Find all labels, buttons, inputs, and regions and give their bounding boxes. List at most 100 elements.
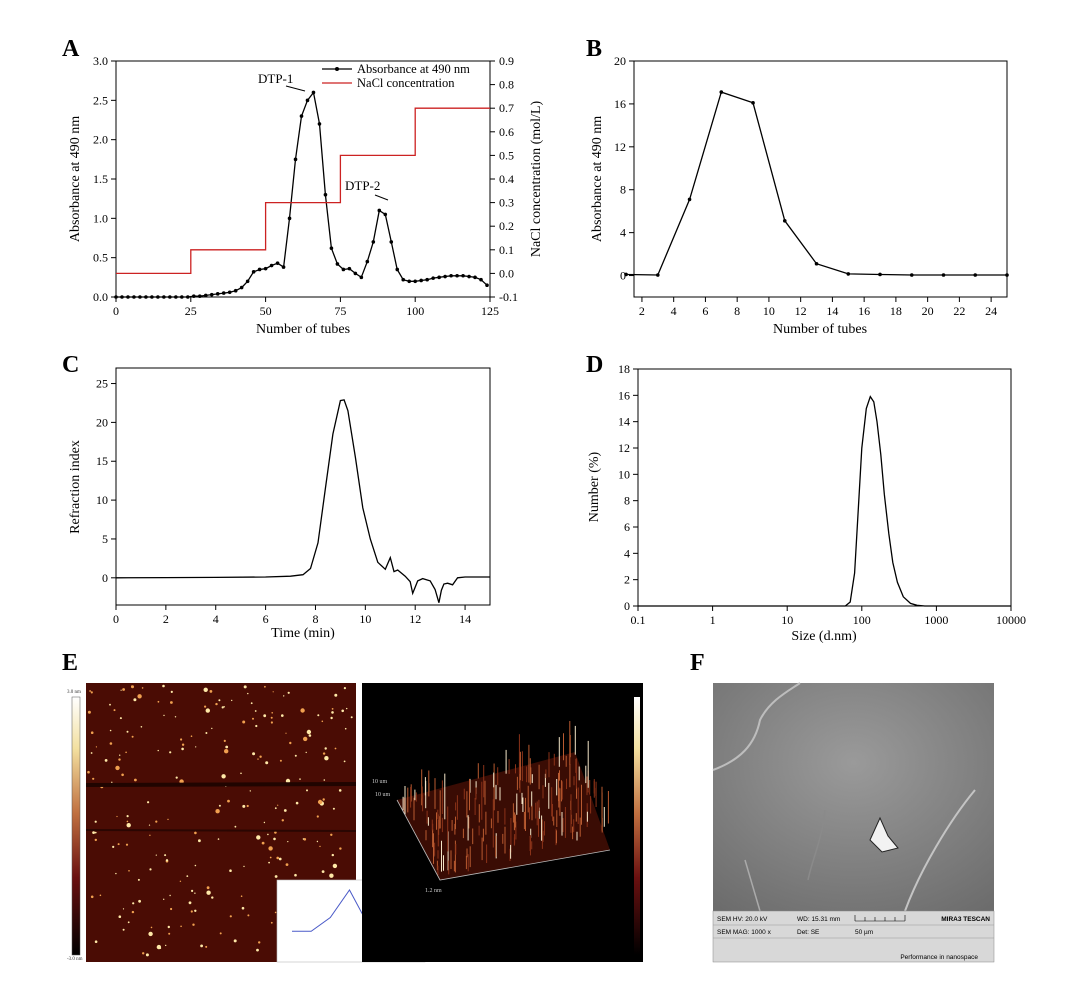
afm-particle <box>285 732 287 734</box>
afm-particle <box>205 732 208 734</box>
afm-colorbar-top-label: 3.0 nm <box>67 690 81 695</box>
afm-particle <box>128 870 130 872</box>
y2-tick-label: 0.5 <box>499 148 514 162</box>
afm-particle <box>95 746 97 748</box>
afm-particle <box>150 926 153 929</box>
afm-particle <box>127 921 130 924</box>
panel-d-xlabel: Size (d.nm) <box>791 629 857 644</box>
data-point <box>299 114 304 118</box>
data-point <box>359 275 364 280</box>
data-point <box>846 272 851 276</box>
data-point <box>473 275 477 280</box>
afm-particle <box>233 939 237 943</box>
x-tick-label: 25 <box>185 304 197 318</box>
afm-particle <box>319 845 321 848</box>
panel-d-y-axis: 0 2 4 6 8 10 12 14 16 18 <box>618 362 638 613</box>
afm-particle <box>162 684 165 688</box>
data-point <box>624 272 628 277</box>
y2-tick-label: 0.0 <box>499 266 514 280</box>
x-tick-label: 4 <box>213 612 219 626</box>
afm-particle <box>221 706 224 709</box>
y-tick-label: 10 <box>96 493 108 507</box>
data-point <box>215 292 220 296</box>
afm-particle <box>343 687 346 690</box>
data-point <box>275 261 280 265</box>
y-tick-label: 6 <box>624 520 630 534</box>
afm-particle <box>299 778 301 780</box>
panel-f-label: F <box>690 650 705 676</box>
x-tick-label: 75 <box>334 304 346 318</box>
afm-particle <box>148 931 153 937</box>
panel-b-label: B <box>586 36 602 62</box>
panel-c-xlabel: Time (min) <box>271 626 335 641</box>
afm-particle <box>169 751 172 754</box>
afm-particle <box>132 902 135 905</box>
x-tick-label: 10 <box>763 304 775 318</box>
afm-particle <box>90 731 94 734</box>
x-tick-label: 18 <box>890 304 902 318</box>
y2-tick-label: 0.4 <box>499 172 514 186</box>
afm-particle <box>261 841 265 845</box>
afm-particle <box>147 801 150 804</box>
panel-a-x-axis: 0 25 50 75 100 125 <box>113 297 499 318</box>
panel-d-chart: D 0.1 1 10 100 1000 10000 0 2 4 6 8 10 12 14 16 18 Siz… <box>586 352 1026 644</box>
afm-particle <box>274 875 278 878</box>
y-tick-label: 12 <box>614 140 626 154</box>
y-tick-label: 16 <box>614 97 626 111</box>
afm-particle <box>322 752 326 755</box>
afm-particle <box>119 754 121 756</box>
afm-particle <box>257 758 259 760</box>
data-point <box>395 267 400 272</box>
annotation-dtp1-arrow <box>285 85 306 92</box>
data-point <box>281 265 286 269</box>
afm-particle <box>295 801 299 805</box>
afm-particle <box>119 717 122 720</box>
afm-particle <box>104 759 108 762</box>
y-tick-label: 20 <box>96 415 108 429</box>
afm-particle <box>339 847 342 850</box>
data-point <box>425 277 429 282</box>
sem-scale: 50 µm <box>855 929 873 936</box>
afm-particle <box>321 870 325 873</box>
afm-particle <box>218 804 221 807</box>
afm-particle <box>278 857 282 861</box>
afm-particle <box>331 711 334 714</box>
afm-particle <box>121 773 124 777</box>
afm-particle <box>268 861 270 864</box>
data-point <box>814 261 819 266</box>
afm-3d-axes <box>396 799 611 881</box>
data-point <box>269 263 274 268</box>
afm-scan-line-2 <box>85 829 357 832</box>
afm-particle <box>159 947 162 949</box>
afm-particle <box>204 705 207 708</box>
afm-particle <box>283 809 287 812</box>
afm-particle <box>323 779 326 781</box>
afm-particle <box>175 776 178 779</box>
sem-info-background <box>712 910 995 963</box>
sem-info-bar: SEM HV: 20.0 kV WD: 15.31 mm MIRA3 TESCA… <box>712 910 995 963</box>
panel-d-x-axis: 0.1 1 10 100 1000 10000 <box>631 606 1026 627</box>
afm-particle <box>270 921 273 924</box>
data-point <box>180 295 184 299</box>
y-tick-label: 25 <box>96 377 108 391</box>
panel-a-legend: Absorbance at 490 nm NaCl concentration <box>322 62 470 90</box>
data-point <box>239 285 244 290</box>
data-point <box>174 295 178 299</box>
afm-particle <box>343 760 346 763</box>
y-tick-label: 2.5 <box>93 93 108 107</box>
x-tick-label: 8 <box>734 304 740 318</box>
data-point <box>191 294 196 299</box>
panel-b-x-axis: 2 4 6 8 10 12 14 16 18 20 22 24 <box>639 297 997 318</box>
afm-particle <box>224 749 229 754</box>
afm-particle <box>109 742 113 745</box>
x-tick-label: 10 <box>781 613 793 627</box>
afm-particle <box>125 751 127 754</box>
afm-particle <box>332 863 338 869</box>
afm-particle <box>148 824 151 826</box>
annotation-dtp1: DTP-1 <box>258 71 293 86</box>
panel-c-chart: C 0 2 4 6 8 10 12 14 0 5 10 15 20 25 Time (min) Refr… <box>62 352 491 641</box>
annotation-dtp2: DTP-2 <box>345 178 380 193</box>
data-point <box>878 272 882 277</box>
afm-particle <box>167 925 170 929</box>
data-point <box>317 122 322 126</box>
